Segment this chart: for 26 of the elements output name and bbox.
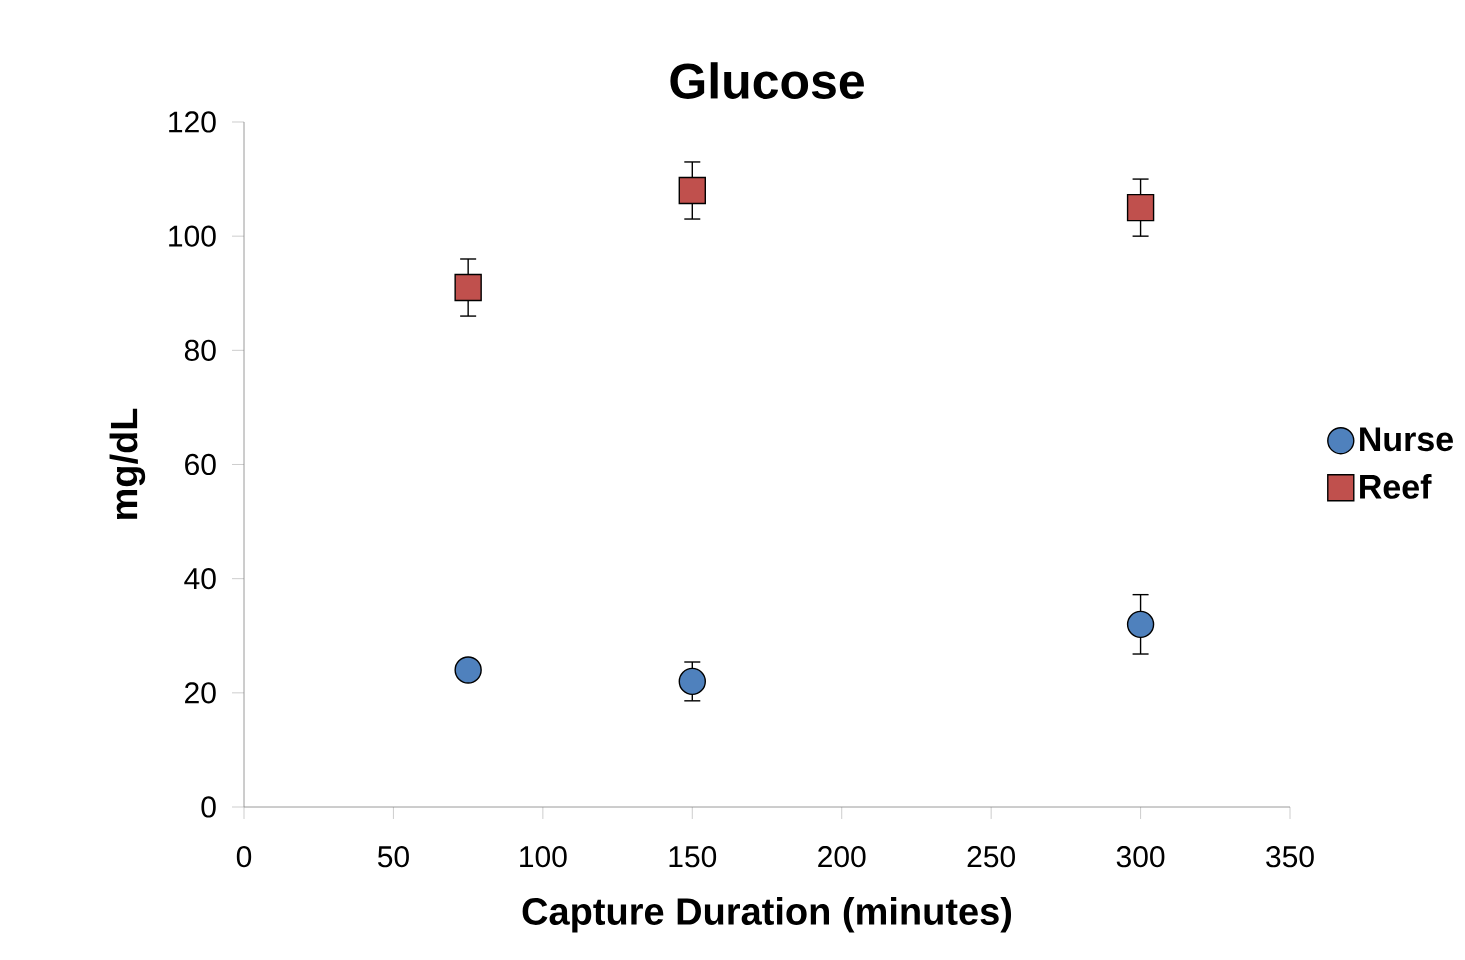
x-tick-label: 50 — [377, 846, 409, 868]
y-tick-label: 20 — [185, 682, 216, 704]
point — [678, 176, 706, 205]
y-axis-title: mg/dL — [109, 408, 146, 519]
legend-label: Reef — [1360, 473, 1432, 499]
legend-label: Nurse — [1360, 427, 1453, 452]
x-axis-title: Capture Duration (minutes) — [522, 897, 1012, 933]
point — [1126, 610, 1155, 639]
y-tick-label: 100 — [169, 225, 216, 247]
x-tick-label: 150 — [669, 846, 717, 868]
y-tick-label: 120 — [169, 111, 216, 133]
point — [1126, 193, 1155, 222]
x-tick-label: 100 — [520, 846, 567, 868]
x-tick-label: 300 — [1116, 846, 1165, 868]
x-tick-label: 250 — [967, 846, 1015, 868]
y-tick-label: 60 — [185, 453, 216, 476]
point — [454, 656, 482, 684]
y-tick-label: 0 — [201, 796, 216, 818]
x-tick-label: 0 — [236, 846, 252, 868]
y-tick-label: 80 — [184, 339, 216, 361]
chart-title: Glucose — [670, 62, 864, 99]
point — [454, 273, 482, 302]
x-tick-label: 350 — [1266, 846, 1314, 868]
y-tick-label: 40 — [184, 568, 216, 590]
point — [678, 667, 706, 696]
x-tick-label: 200 — [818, 846, 866, 868]
